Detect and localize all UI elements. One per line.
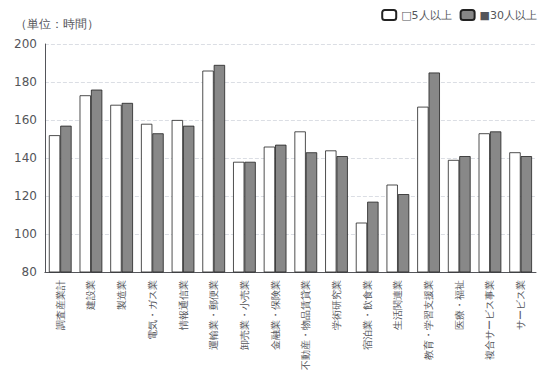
svg-text:サービス業: サービス業 <box>515 280 526 330</box>
svg-text:宿泊業・飲食業: 宿泊業・飲食業 <box>362 280 373 350</box>
svg-text:建設業: 建設業 <box>85 280 96 311</box>
svg-text:120: 120 <box>14 189 37 203</box>
svg-text:情報通信業: 情報通信業 <box>178 280 189 331</box>
svg-text:製造業: 製造業 <box>116 280 127 310</box>
svg-text:卸売業・小売業: 卸売業・小売業 <box>239 280 250 350</box>
svg-text:教育・学習支援業: 教育・学習支援業 <box>423 280 434 360</box>
svg-text:200: 200 <box>14 37 37 51</box>
svg-text:160: 160 <box>14 113 37 127</box>
svg-text:学術研究業: 学術研究業 <box>331 280 342 330</box>
svg-text:運輸業・郵便業: 運輸業・郵便業 <box>208 280 219 350</box>
svg-text:180: 180 <box>14 75 37 89</box>
svg-text:140: 140 <box>14 151 37 165</box>
svg-text:複合サービス事業: 複合サービス事業 <box>484 280 495 360</box>
svg-text:医療・福祉: 医療・福祉 <box>454 280 465 330</box>
svg-text:■30人以上: ■30人以上 <box>480 9 537 22</box>
svg-text:不動産・物品賃貸業: 不動産・物品賃貸業 <box>300 280 311 370</box>
svg-text:□5人以上: □5人以上 <box>401 9 451 22</box>
svg-text:（単位：時間）: （単位：時間） <box>15 17 99 31</box>
svg-text:80: 80 <box>22 265 37 279</box>
svg-text:電気・ガス業: 電気・ガス業 <box>147 280 158 340</box>
svg-text:金融業・保険業: 金融業・保険業 <box>270 280 281 350</box>
svg-text:調査産業計: 調査産業計 <box>55 280 66 330</box>
svg-text:100: 100 <box>14 227 37 241</box>
svg-text:生活関連業: 生活関連業 <box>392 280 403 330</box>
